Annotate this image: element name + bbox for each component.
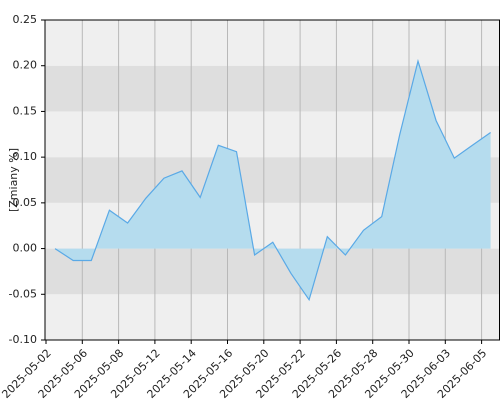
y-tick-label: 0.25 bbox=[13, 13, 38, 26]
y-tick-label: -0.05 bbox=[9, 287, 37, 300]
band bbox=[45, 20, 500, 66]
band bbox=[45, 294, 500, 340]
y-tick-label: 0.15 bbox=[13, 104, 38, 117]
line bbox=[54, 58, 491, 302]
y-tick-label: -0.10 bbox=[9, 333, 37, 346]
y-tick-label: 0.05 bbox=[13, 196, 38, 209]
y-tick-label: 0.10 bbox=[13, 150, 38, 163]
band bbox=[45, 248, 500, 295]
area bbox=[55, 61, 491, 300]
y-tick-label: 0.00 bbox=[13, 242, 38, 255]
y-tick-label: 0.20 bbox=[13, 59, 38, 72]
y-axis-label: [Zmiany %] bbox=[7, 148, 20, 212]
